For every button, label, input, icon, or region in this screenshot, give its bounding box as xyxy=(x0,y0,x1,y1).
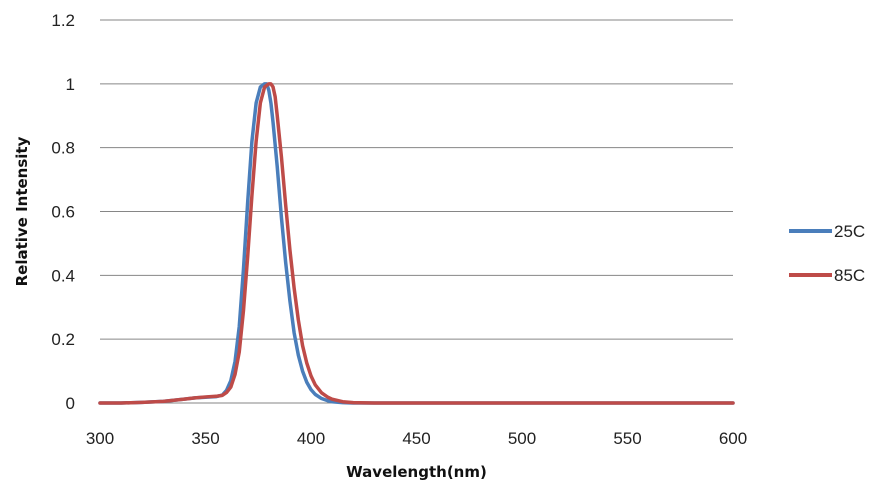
y-tick-label: 0.4 xyxy=(51,266,75,285)
series-lines xyxy=(98,82,735,405)
y-tick-label: 1.2 xyxy=(51,11,75,30)
gridlines xyxy=(100,19,733,340)
tick-labels: 0 0.2 0.4 0.6 0.8 1 1.2 300 350 400 450 500 550 600 xyxy=(51,11,747,448)
legend: 25C 85C xyxy=(789,222,865,285)
x-tick-label: 600 xyxy=(719,429,747,448)
x-tick-label: 400 xyxy=(297,429,325,448)
y-axis-title: Relative Intensity xyxy=(13,136,31,286)
series-line-85C xyxy=(98,82,735,405)
x-tick-label: 300 xyxy=(86,429,114,448)
series-line-25C xyxy=(98,82,735,405)
y-tick-label: 0.8 xyxy=(51,139,75,158)
y-tick-label: 0.6 xyxy=(51,203,75,222)
x-tick-label: 450 xyxy=(402,429,430,448)
x-tick-label: 550 xyxy=(613,429,641,448)
y-tick-label: 0.2 xyxy=(51,330,75,349)
x-tick-label: 350 xyxy=(191,429,219,448)
x-tick-label: 500 xyxy=(508,429,536,448)
legend-label-85C: 85C xyxy=(834,266,865,285)
y-tick-label: 1 xyxy=(66,75,75,94)
legend-label-25C: 25C xyxy=(834,222,865,241)
x-axis-title: Wavelength(nm) xyxy=(346,463,487,481)
y-tick-label: 0 xyxy=(66,394,75,413)
